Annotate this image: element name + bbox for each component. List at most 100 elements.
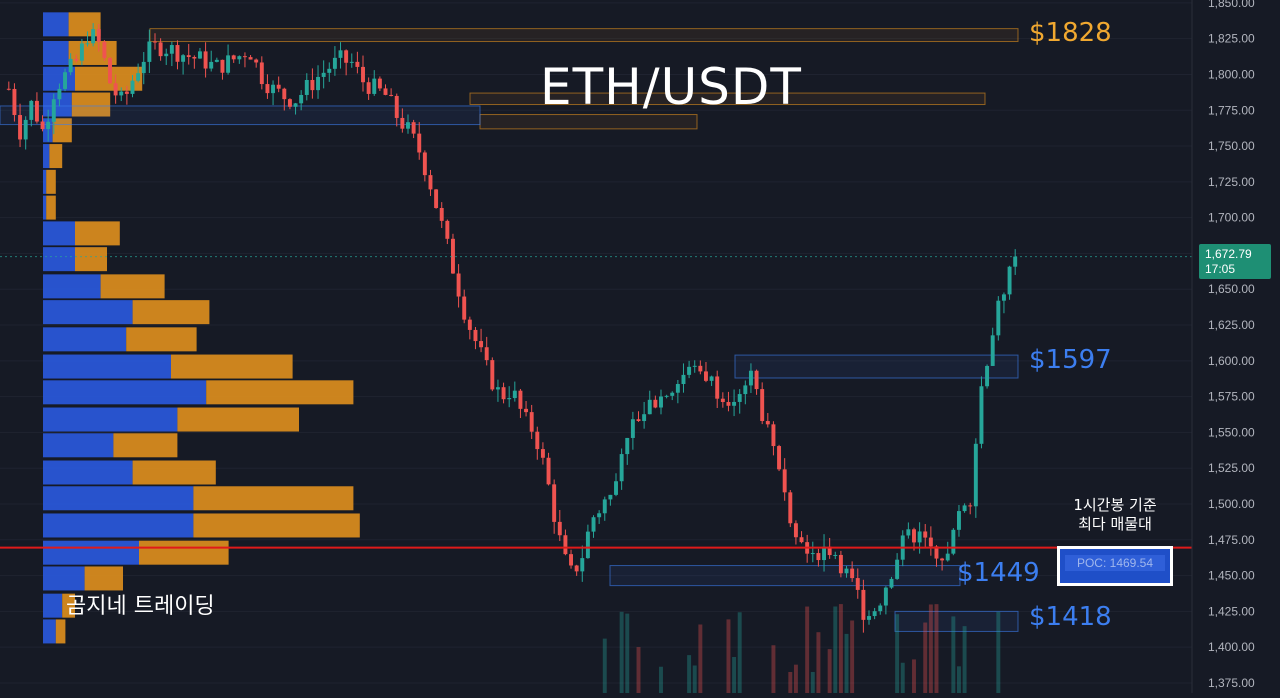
candle-body bbox=[361, 66, 365, 83]
candle-body bbox=[136, 73, 141, 81]
candle-body bbox=[467, 319, 472, 330]
candle-body bbox=[664, 395, 669, 397]
candle-body bbox=[169, 45, 174, 54]
candle-body bbox=[271, 84, 276, 94]
candle-body bbox=[552, 484, 557, 522]
candle-body bbox=[265, 84, 270, 94]
candle-body bbox=[580, 558, 585, 572]
profile-sell-bar bbox=[206, 380, 354, 405]
y-tick-label: 1,425.00 bbox=[1208, 604, 1255, 618]
candle-body bbox=[687, 366, 692, 375]
candle-body bbox=[220, 59, 225, 73]
candle-body bbox=[557, 521, 562, 536]
candle-body bbox=[630, 419, 635, 438]
profile-buy-bar bbox=[43, 40, 69, 65]
volume-bar bbox=[928, 604, 933, 693]
candle-body bbox=[968, 505, 973, 507]
candle-body bbox=[720, 398, 725, 403]
volume-bar bbox=[788, 672, 793, 693]
last-price-tag: 1,672.79 17:05 bbox=[1199, 244, 1271, 279]
candle-body bbox=[248, 57, 253, 60]
candle-body bbox=[456, 273, 461, 297]
y-tick-label: 1,500.00 bbox=[1208, 497, 1255, 511]
candle-body bbox=[816, 553, 821, 561]
candle-body bbox=[827, 546, 832, 556]
profile-buy-bar bbox=[43, 144, 50, 169]
candle-body bbox=[861, 589, 866, 620]
candle-body bbox=[962, 505, 967, 512]
candle-body bbox=[771, 424, 776, 447]
level-zone bbox=[894, 610, 1019, 632]
volume-bar bbox=[771, 645, 776, 693]
candle-body bbox=[681, 374, 686, 385]
candle-body bbox=[782, 469, 787, 493]
candle-body bbox=[406, 122, 410, 129]
candle-body bbox=[287, 99, 292, 107]
candle-body bbox=[411, 122, 416, 134]
candle-body bbox=[703, 371, 708, 381]
candle-body bbox=[389, 94, 394, 96]
candle-body bbox=[439, 207, 444, 221]
price-axis[interactable]: 1,850.00 1,825.00 1,800.00 1,775.00 1,750.00… bbox=[1191, 0, 1255, 693]
level-zone bbox=[469, 92, 986, 106]
level-label-1828: $1828 bbox=[1029, 18, 1112, 48]
candle-body bbox=[990, 335, 995, 366]
y-tick-label: 1,775.00 bbox=[1208, 103, 1255, 117]
volume-bar bbox=[895, 614, 900, 693]
volume-bar bbox=[816, 632, 821, 693]
profile-sell-bar bbox=[139, 540, 229, 565]
candle-body bbox=[625, 437, 630, 455]
candle-body bbox=[917, 531, 922, 543]
level-zone bbox=[479, 114, 698, 130]
candle-body bbox=[293, 103, 298, 107]
profile-sell-bar bbox=[55, 619, 66, 644]
profile-buy-bar bbox=[43, 380, 207, 405]
candle-body bbox=[96, 29, 101, 42]
candle-body bbox=[647, 399, 652, 415]
level-zone bbox=[734, 354, 1019, 379]
volume-bar bbox=[850, 620, 855, 693]
profile-buy-bar bbox=[43, 300, 133, 325]
profile-buy-bar bbox=[43, 540, 139, 565]
candle-body bbox=[462, 296, 467, 320]
profile-sell-bar bbox=[62, 593, 75, 618]
profile-sell-bar bbox=[75, 221, 120, 246]
candle-body bbox=[642, 414, 647, 422]
profile-sell-bar bbox=[100, 274, 165, 299]
candle-body bbox=[276, 84, 281, 89]
candle-body bbox=[659, 396, 663, 408]
candle-body bbox=[124, 91, 129, 94]
candle-body bbox=[619, 454, 624, 482]
y-tick-label: 1,825.00 bbox=[1208, 32, 1255, 46]
y-tick-label: 1,575.00 bbox=[1208, 390, 1255, 404]
profile-buy-bar bbox=[43, 169, 47, 194]
candle-body bbox=[6, 88, 11, 90]
candle-body bbox=[299, 94, 304, 104]
candle-body bbox=[338, 50, 343, 58]
candle-body bbox=[709, 376, 714, 381]
volume-bar bbox=[827, 649, 832, 693]
volume-bar bbox=[726, 619, 731, 693]
candle-body bbox=[355, 61, 360, 67]
candle-body bbox=[715, 376, 720, 399]
profile-sell-bar bbox=[177, 407, 299, 432]
profile-buy-bar bbox=[43, 486, 194, 511]
candle-body bbox=[242, 56, 247, 58]
candle-body bbox=[181, 55, 186, 62]
profile-sell-bar bbox=[132, 460, 216, 485]
poc-label-box: POC: 1469.54 bbox=[1057, 546, 1173, 586]
candle-body bbox=[777, 446, 782, 470]
candle-body bbox=[214, 59, 219, 62]
y-tick-label: 1,550.00 bbox=[1208, 425, 1255, 439]
level-zone bbox=[0, 105, 481, 126]
volume-bar bbox=[805, 606, 810, 693]
candle-body bbox=[614, 481, 618, 495]
profile-buy-bar bbox=[43, 407, 178, 432]
volume-bar bbox=[912, 659, 916, 693]
candle-body bbox=[372, 78, 377, 94]
candle-body bbox=[524, 408, 529, 413]
volume-profile bbox=[43, 12, 360, 644]
candle-body bbox=[670, 392, 675, 396]
